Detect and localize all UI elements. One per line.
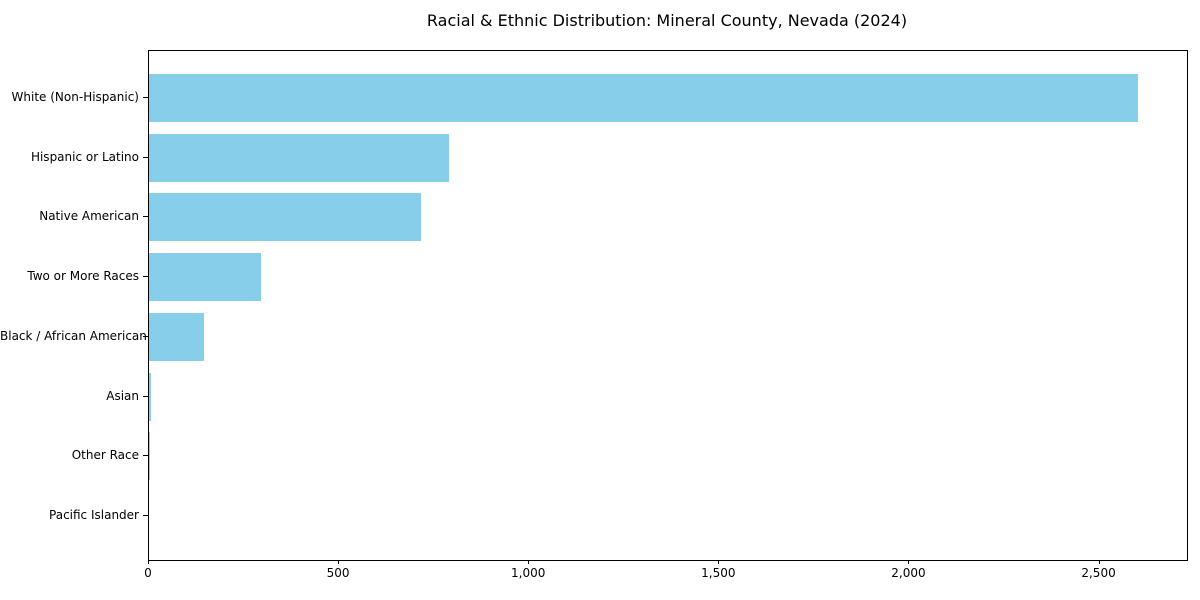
- y-tick-label: Other Race: [71, 448, 139, 463]
- bar: [149, 372, 151, 421]
- y-tick-label: Hispanic or Latino: [30, 149, 139, 164]
- y-tick-mark: [143, 455, 148, 457]
- y-tick-label: Black / African American: [0, 328, 147, 343]
- bar: [149, 193, 421, 242]
- x-tick-label: 2,000: [891, 566, 926, 580]
- x-tick-label: 2,500: [1081, 566, 1116, 580]
- y-tick-mark: [143, 395, 148, 397]
- y-tick-mark: [143, 514, 148, 516]
- x-tick-mark: [148, 560, 149, 564]
- x-tick-label: 500: [326, 566, 350, 580]
- y-tick-mark: [143, 216, 148, 218]
- bar: [149, 133, 450, 182]
- y-tick-label: Two or More Races: [27, 269, 139, 284]
- chart-title: Racial & Ethnic Distribution: Mineral Co…: [426, 11, 908, 30]
- plot-area: [148, 50, 1188, 561]
- bar: [149, 74, 1138, 122]
- x-tick-mark: [1098, 560, 1100, 564]
- y-tick-mark: [143, 156, 148, 158]
- x-tick-label: 1,500: [701, 566, 736, 580]
- bar: [149, 312, 205, 361]
- y-tick-mark: [143, 276, 148, 278]
- y-tick-label: Native American: [39, 209, 139, 224]
- x-tick-mark: [718, 560, 720, 564]
- x-tick-label: 1,000: [511, 566, 546, 580]
- y-tick-label: Asian: [106, 388, 139, 403]
- x-tick-mark: [908, 560, 910, 564]
- x-tick-mark: [338, 560, 340, 564]
- bar: [149, 432, 150, 481]
- bar: [149, 253, 262, 302]
- y-tick-label: White (Non-Hispanic): [11, 90, 139, 104]
- x-tick-label: 0: [144, 566, 152, 580]
- y-tick-mark: [143, 335, 148, 337]
- y-tick-label: Pacific Islander: [49, 507, 139, 522]
- x-tick-mark: [528, 560, 530, 564]
- y-tick-mark: [143, 97, 148, 98]
